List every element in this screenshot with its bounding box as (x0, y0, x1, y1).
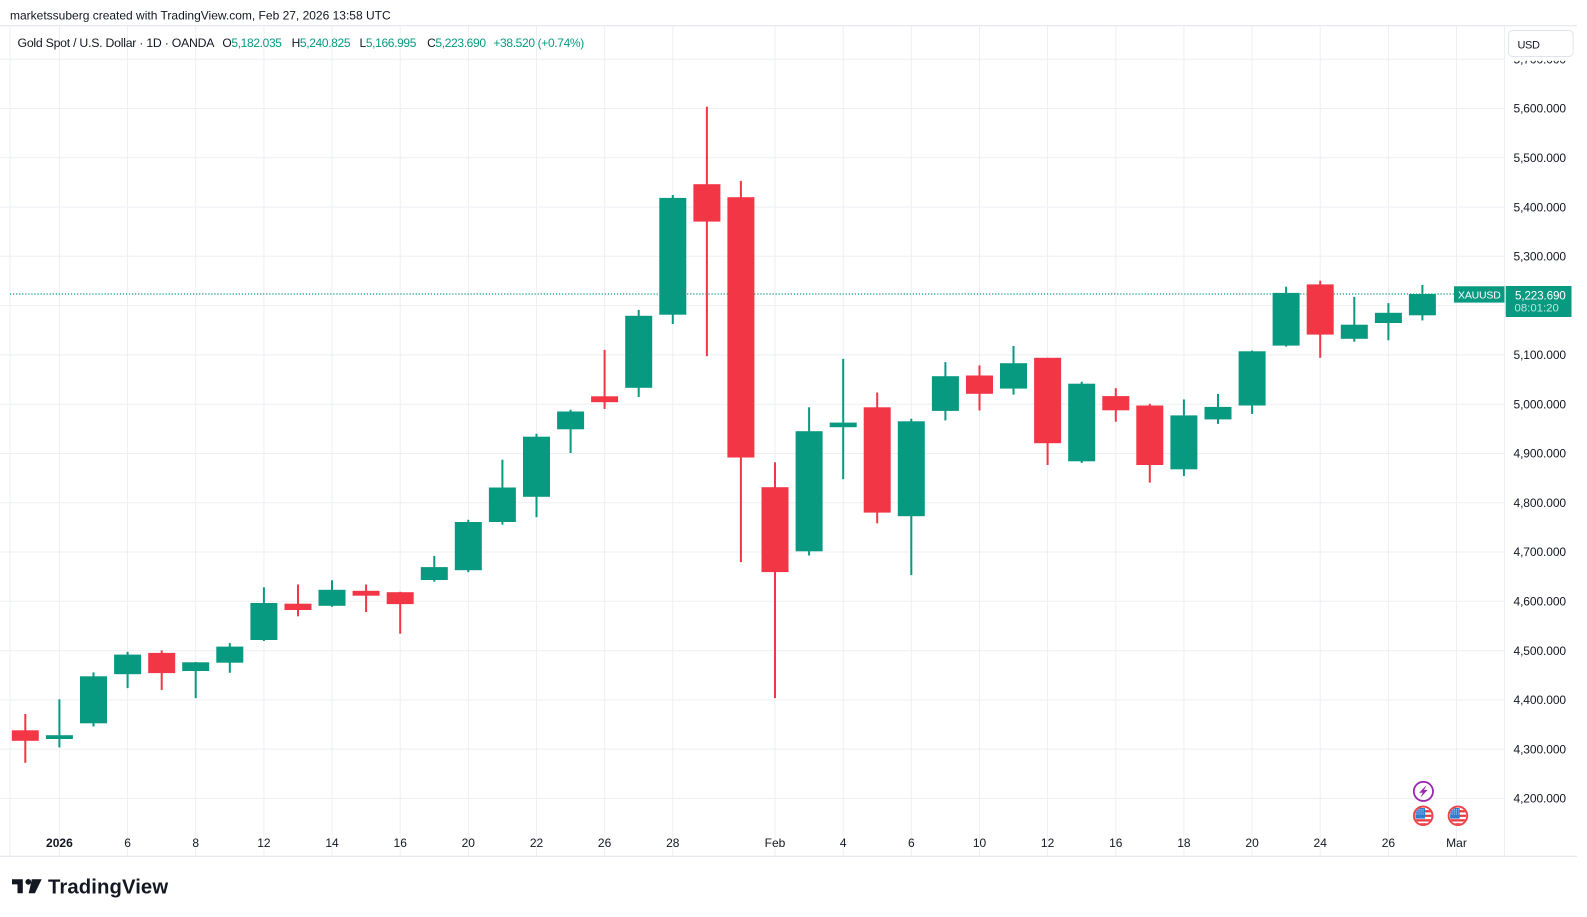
svg-text:5,600.000: 5,600.000 (1514, 102, 1567, 116)
svg-text:10: 10 (973, 836, 987, 850)
svg-text:5,500.000: 5,500.000 (1514, 151, 1567, 165)
svg-text:6: 6 (124, 836, 131, 850)
svg-text:4,800.000: 4,800.000 (1514, 496, 1567, 510)
svg-text:6: 6 (908, 836, 915, 850)
svg-text:4,400.000: 4,400.000 (1514, 693, 1567, 707)
svg-text:20: 20 (462, 836, 476, 850)
svg-text:08:01:20: 08:01:20 (1515, 303, 1559, 315)
svg-text:Feb: Feb (765, 836, 786, 850)
svg-text:5,100.000: 5,100.000 (1514, 348, 1567, 362)
svg-text:8: 8 (192, 836, 199, 850)
svg-text:USD: USD (1517, 39, 1539, 51)
svg-text:16: 16 (1109, 836, 1123, 850)
svg-text:16: 16 (394, 836, 408, 850)
svg-text:4,300.000: 4,300.000 (1514, 742, 1567, 756)
svg-text:marketssuberg created with Tra: marketssuberg created with TradingView.c… (10, 9, 391, 23)
svg-text:O5,182.035: O5,182.035 (222, 36, 282, 50)
svg-text:5,300.000: 5,300.000 (1514, 250, 1567, 264)
svg-text:5,400.000: 5,400.000 (1514, 200, 1567, 214)
svg-text:2026: 2026 (46, 836, 73, 850)
svg-text:L5,166.995: L5,166.995 (360, 36, 417, 50)
svg-text:H5,240.825: H5,240.825 (292, 36, 351, 50)
svg-text:18: 18 (1177, 836, 1191, 850)
svg-text:XAUUSD: XAUUSD (1458, 290, 1501, 302)
svg-text:12: 12 (1041, 836, 1055, 850)
svg-text:4,200.000: 4,200.000 (1514, 792, 1567, 806)
svg-text:4,500.000: 4,500.000 (1514, 644, 1567, 658)
svg-text:4,600.000: 4,600.000 (1514, 595, 1567, 609)
svg-text:+38.520 (+0.74%): +38.520 (+0.74%) (493, 36, 584, 50)
svg-text:TradingView: TradingView (48, 876, 168, 898)
svg-text:22: 22 (530, 836, 544, 850)
svg-text:4: 4 (840, 836, 847, 850)
svg-text:26: 26 (1382, 836, 1396, 850)
svg-text:14: 14 (325, 836, 339, 850)
svg-text:4,700.000: 4,700.000 (1514, 545, 1567, 559)
svg-text:20: 20 (1245, 836, 1259, 850)
svg-text:4,900.000: 4,900.000 (1514, 447, 1567, 461)
svg-text:5,223.690: 5,223.690 (1515, 289, 1566, 302)
svg-text:24: 24 (1314, 836, 1328, 850)
svg-text:26: 26 (598, 836, 612, 850)
svg-text:Mar: Mar (1446, 836, 1467, 850)
svg-text:12: 12 (257, 836, 271, 850)
svg-text:Gold Spot / U.S. Dollar · 1D ·: Gold Spot / U.S. Dollar · 1D · OANDA (18, 36, 216, 50)
svg-text:5,000.000: 5,000.000 (1514, 397, 1567, 411)
svg-text:28: 28 (666, 836, 680, 850)
svg-text:C5,223.690: C5,223.690 (427, 36, 486, 50)
